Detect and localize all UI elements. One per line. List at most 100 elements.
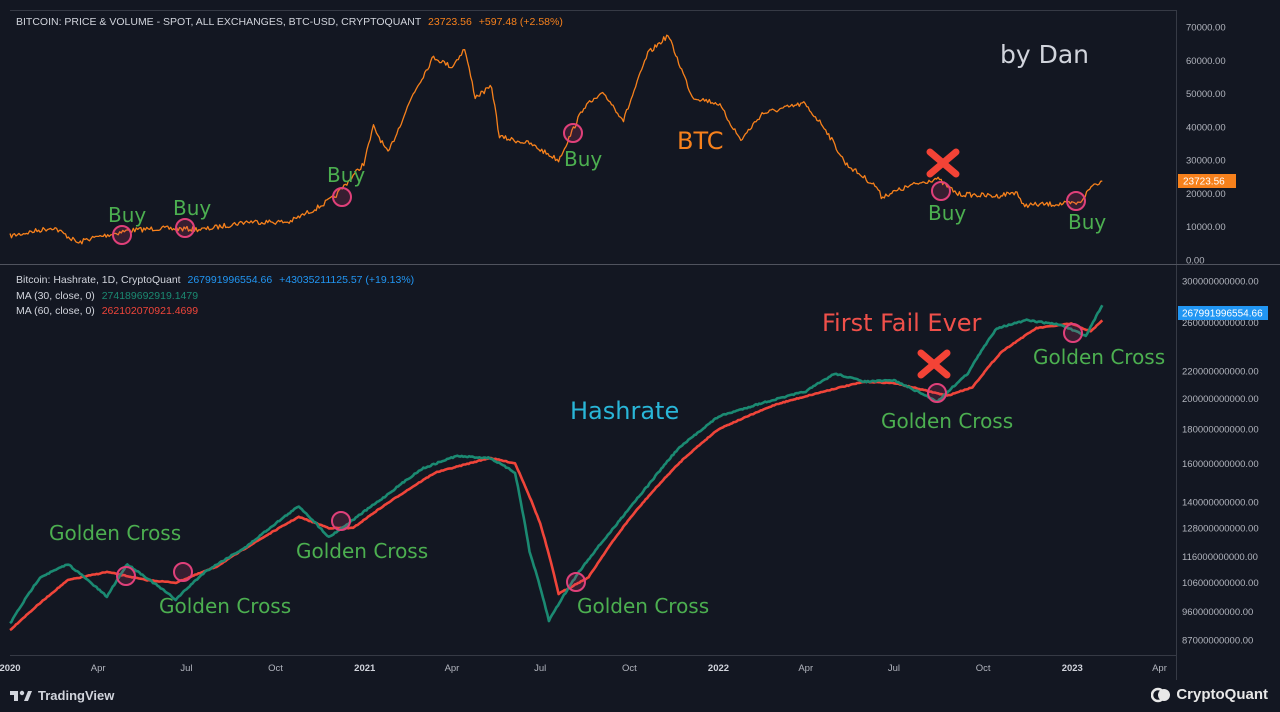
- author-label: by Dan: [1000, 40, 1089, 69]
- hashrate-tick-label: 180000000000.00: [1182, 425, 1259, 436]
- golden-cross-marker-circle: [927, 383, 947, 403]
- price-tick-label: 20000.00: [1186, 189, 1226, 200]
- time-tick-label: 2021: [354, 663, 376, 674]
- ma60-legend-label: MA (60, close, 0): [16, 305, 95, 317]
- golden-cross-label-6: Golden Cross: [1033, 345, 1165, 369]
- buy-label-4: Buy: [564, 147, 602, 171]
- hashrate-tick-label: 140000000000.00: [1182, 498, 1259, 509]
- ma60-legend-value: 262102070921.4699: [101, 305, 199, 317]
- time-tick-label: Jul: [180, 663, 192, 674]
- time-tick-label: Jul: [534, 663, 546, 674]
- hashrate-tick-label: 220000000000.00: [1182, 366, 1259, 377]
- hashrate-label: Hashrate: [570, 397, 679, 425]
- btc-price-badge-text: 23723.56: [1183, 177, 1225, 188]
- annotation-marks: [112, 123, 1086, 592]
- time-tick-label: Apr: [445, 663, 460, 674]
- time-tick-label: 2023: [1062, 663, 1083, 674]
- golden-cross-label-4: Golden Cross: [577, 594, 709, 618]
- hashrate-tick-label: 200000000000.00: [1182, 394, 1259, 405]
- cryptoquant-logo[interactable]: CryptoQuant: [1151, 686, 1268, 703]
- buy-marker-circle: [332, 187, 352, 207]
- price-tick-label: 0.00: [1186, 256, 1205, 267]
- price-tick-label: 60000.00: [1186, 56, 1226, 67]
- btc-price-plot: [9, 34, 1103, 245]
- btc-legend-value: 23723.56: [428, 16, 472, 28]
- hashrate-legend-title: Bitcoin: Hashrate, 1D, CryptoQuant: [16, 274, 181, 286]
- buy-marker-circle: [563, 123, 583, 143]
- cryptoquant-icon: [1151, 687, 1171, 702]
- time-tick-label: Jul: [888, 663, 900, 674]
- hashrate-legend-value: 267991996554.66: [187, 274, 273, 286]
- footer-bar: [0, 680, 1280, 712]
- hashrate-tick-label: 116000000000.00: [1182, 552, 1258, 563]
- golden-cross-marker-circle: [566, 572, 586, 592]
- buy-label-2: Buy: [173, 196, 211, 220]
- price-tick-label: 50000.00: [1186, 89, 1226, 100]
- golden-cross-label-1: Golden Cross: [49, 521, 181, 545]
- time-tick-label: Oct: [268, 663, 283, 674]
- hashrate-tick-label: 106000000000.00: [1182, 578, 1259, 589]
- hashrate-badge-text: 267991996554.66: [1182, 309, 1263, 320]
- hashrate-tick-label: 128000000000.00: [1182, 524, 1259, 535]
- time-tick-label: Apr: [798, 663, 813, 674]
- buy-marker-circle: [931, 181, 951, 201]
- price-tick-label: 30000.00: [1186, 156, 1226, 167]
- golden-cross-marker-circle: [1063, 323, 1083, 343]
- fail-x-mark-hashrate: [917, 349, 951, 379]
- price-tick-label: 40000.00: [1186, 122, 1226, 133]
- golden-cross-marker-circle: [331, 511, 351, 531]
- ma30-legend[interactable]: MA (30, close, 0) 274189692919.1479: [16, 290, 198, 302]
- hashrate-legend[interactable]: Bitcoin: Hashrate, 1D, CryptoQuant 26799…: [16, 274, 414, 286]
- x-mark-stroke: [926, 148, 960, 178]
- buy-label-3: Buy: [327, 163, 365, 187]
- hashrate-badge: 267991996554.66: [1178, 306, 1268, 320]
- golden-cross-label-3: Golden Cross: [296, 539, 428, 563]
- btc-price-badge: 23723.56: [1178, 174, 1236, 188]
- tradingview-text: TradingView: [38, 688, 115, 703]
- cryptoquant-text: CryptoQuant: [1176, 686, 1268, 703]
- hashrate-tick-label: 160000000000.00: [1182, 459, 1259, 470]
- btc-legend-change: +597.48 (+2.58%): [478, 16, 563, 28]
- time-axis[interactable]: 2020 Apr Jul Oct 2021 Apr Jul Oct 2022 Apr Jul Oct 2…: [0, 663, 1167, 674]
- price-tick-label: 70000.00: [1186, 23, 1226, 34]
- golden-cross-label-5: Golden Cross: [881, 409, 1013, 433]
- time-tick-label: Oct: [622, 663, 637, 674]
- btc-label: BTC: [677, 127, 723, 155]
- golden-cross-label-2: Golden Cross: [159, 594, 291, 618]
- hashrate-tick-label: 260000000000.00: [1182, 318, 1259, 329]
- x-mark-stroke: [917, 349, 951, 379]
- buy-marker-circle: [175, 218, 195, 238]
- time-tick-label: 2020: [0, 663, 21, 674]
- golden-cross-marker-circle: [173, 562, 193, 582]
- first-fail-label: First Fail Ever: [822, 309, 982, 337]
- hashrate-legend-change: +43035211125.57 (+19.13%): [279, 274, 415, 286]
- fail-x-mark-btc: [926, 148, 960, 178]
- btc-price-line: [9, 34, 1103, 245]
- ma30-legend-value: 274189692919.1479: [101, 290, 199, 302]
- buy-marker-circle: [1066, 191, 1086, 211]
- hashrate-tick-label: 96000000000.00: [1182, 607, 1253, 618]
- hashrate-tick-label: 87000000000.00: [1182, 636, 1253, 647]
- buy-label-6: Buy: [1068, 210, 1106, 234]
- ma30-line: [9, 304, 1104, 625]
- time-tick-label: Apr: [91, 663, 106, 674]
- time-tick-label: Oct: [976, 663, 991, 674]
- buy-label-5: Buy: [928, 201, 966, 225]
- ma60-legend[interactable]: MA (60, close, 0) 262102070921.4699: [16, 305, 198, 317]
- hashrate-y-axis[interactable]: 300000000000.00 260000000000.00 2200000000…: [1182, 277, 1259, 647]
- golden-cross-marker-circle: [116, 566, 136, 586]
- tradingview-icon: [10, 690, 32, 701]
- tradingview-logo[interactable]: TradingView: [10, 688, 114, 703]
- btc-legend[interactable]: BITCOIN: PRICE & VOLUME - SPOT, ALL EXCH…: [16, 16, 563, 28]
- ma30-legend-label: MA (30, close, 0): [16, 290, 95, 302]
- hashrate-tick-label: 300000000000.00: [1182, 277, 1259, 288]
- price-y-axis[interactable]: 70000.00 60000.00 50000.00 40000.00 30000.00…: [1186, 23, 1226, 267]
- buy-marker-circle: [112, 225, 132, 245]
- btc-legend-title: BITCOIN: PRICE & VOLUME - SPOT, ALL EXCH…: [16, 16, 422, 28]
- buy-label-1: Buy: [108, 203, 146, 227]
- time-tick-label: 2022: [708, 663, 729, 674]
- price-tick-label: 10000.00: [1186, 222, 1226, 233]
- time-tick-label: Apr: [1152, 663, 1167, 674]
